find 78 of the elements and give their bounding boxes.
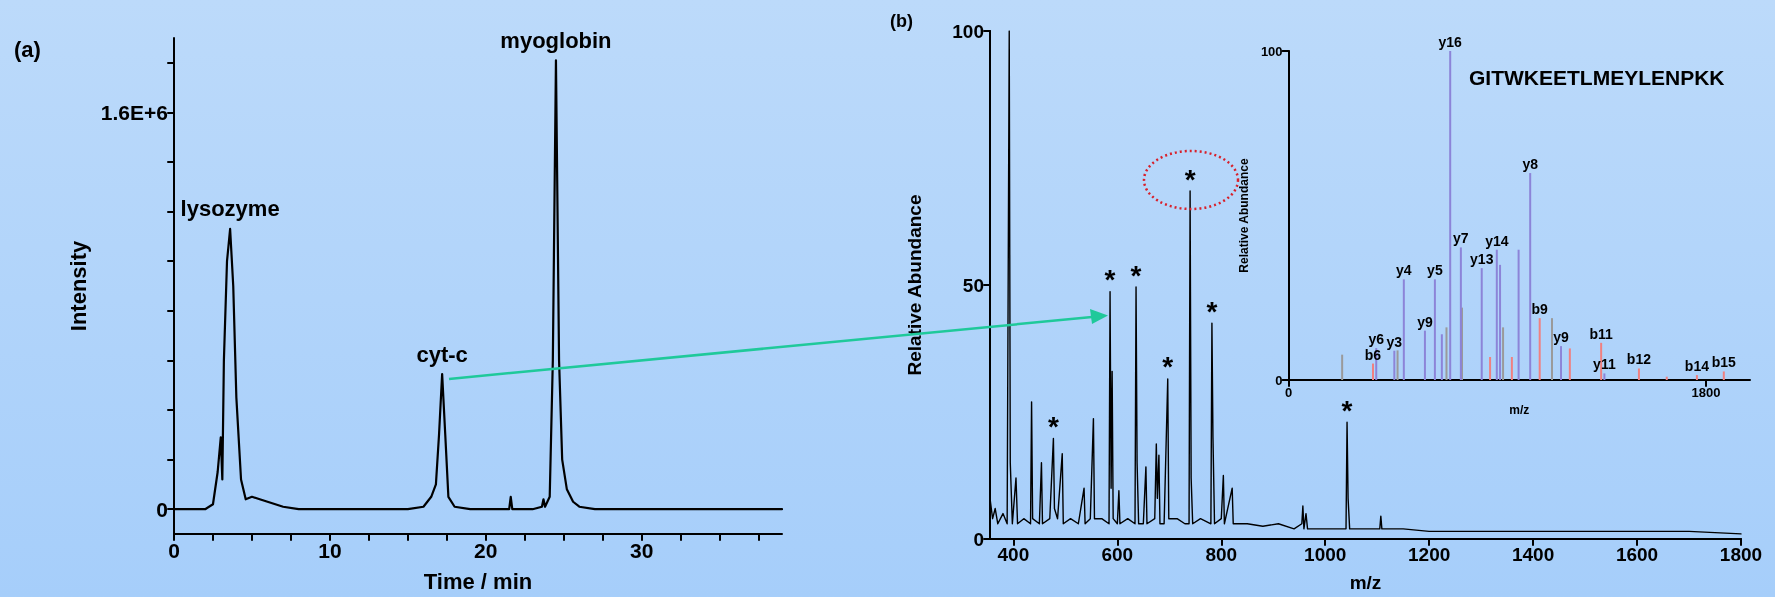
bar [1433, 279, 1436, 380]
bar [1480, 268, 1483, 380]
data-label: y13 [1470, 251, 1494, 268]
x-tick-label: 10 [318, 539, 342, 562]
annotation: * [1341, 394, 1353, 426]
annotation: cyt-c [416, 341, 468, 367]
x-tick-label: 1800 [1691, 385, 1721, 400]
data-label: b9 [1531, 301, 1549, 318]
x-tick-label: 1600 [1615, 544, 1659, 565]
bar [1568, 348, 1571, 380]
bar [1341, 354, 1344, 380]
y-tick-label: 50 [962, 274, 984, 296]
annotation: myoglobin [500, 27, 612, 53]
y-axis-title: Intensity [66, 240, 92, 332]
y-tick-label: 1.6E+6 [100, 100, 168, 124]
data-label: y11 [1593, 356, 1616, 373]
data-label: y4 [1396, 262, 1412, 279]
annotation: lysozyme [180, 196, 280, 222]
bar [1459, 247, 1462, 380]
bar [1722, 371, 1725, 380]
x-tick-label: 30 [630, 539, 654, 562]
bar [1560, 346, 1563, 380]
y-axis-title: Relative Abundance [1237, 158, 1251, 273]
annotation: * [1162, 351, 1174, 383]
data-label: y14 [1485, 232, 1509, 249]
data-label: b11 [1589, 325, 1614, 342]
data-label: y9 [1553, 329, 1570, 346]
data-label: b6 [1364, 346, 1382, 363]
x-tick-label: 1400 [1511, 544, 1555, 565]
bar [1538, 318, 1541, 380]
bar [1695, 375, 1698, 380]
bar [1449, 51, 1452, 380]
bar [1402, 279, 1405, 380]
bar [1517, 249, 1520, 380]
x-tick-label: 800 [1205, 544, 1238, 565]
x-axis-title: m/z [1349, 572, 1382, 593]
bar [1603, 373, 1606, 380]
data-label: y8 [1522, 156, 1539, 173]
data-label: y5 [1427, 262, 1443, 279]
bar [1637, 368, 1640, 380]
data-label: y9 [1417, 313, 1433, 330]
annotation: * [1104, 264, 1116, 296]
bar [1423, 330, 1426, 380]
y-axis-title: Relative Abundance [904, 194, 925, 376]
y-tick-label: 100 [952, 20, 984, 42]
bar [1489, 356, 1492, 380]
x-tick-label: 1800 [1719, 544, 1763, 565]
data-label: b14 [1684, 358, 1710, 375]
bar [1529, 173, 1532, 380]
line-series [989, 30, 1742, 535]
bar [1371, 363, 1374, 380]
data-label: y7 [1453, 230, 1469, 247]
data-label: y16 [1438, 34, 1463, 50]
x-axis-title: m/z [1509, 402, 1530, 417]
x-tick-label: 1200 [1408, 544, 1451, 565]
data-label: y3 [1386, 333, 1403, 350]
bar [1440, 334, 1443, 380]
data-label: b12 [1626, 351, 1652, 368]
bar [1510, 356, 1513, 380]
data-label: y6 [1368, 331, 1385, 348]
data-label: b15 [1711, 354, 1737, 371]
bar [1445, 327, 1448, 380]
x-tick-label: 600 [1101, 544, 1134, 565]
annotation: * [1047, 410, 1059, 442]
x-axis-title: Time / min [423, 568, 533, 594]
x-tick-label: 20 [474, 539, 498, 562]
y-tick-label: 100 [1260, 43, 1283, 59]
annotation: * [1184, 163, 1196, 195]
annotation: * [1206, 295, 1218, 327]
bar [1550, 318, 1553, 380]
text: (b) [890, 11, 913, 31]
annotation: * [1130, 259, 1142, 291]
x-tick-label: 400 [997, 544, 1030, 565]
text: (a) [14, 36, 41, 62]
annotation: GITWKEETLMEYLENPKK [1469, 66, 1725, 89]
x-tick-label: 1000 [1304, 544, 1347, 565]
bar [1495, 249, 1498, 380]
bar [1502, 327, 1505, 380]
